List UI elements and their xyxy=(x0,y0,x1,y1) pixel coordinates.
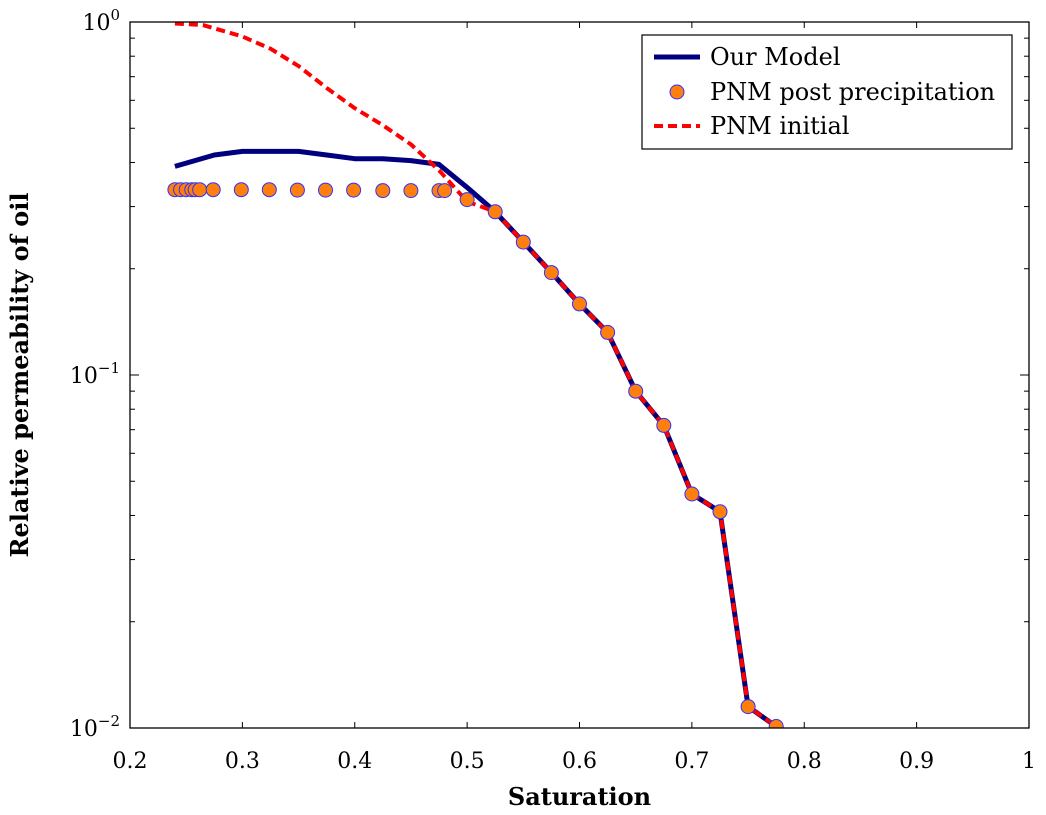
data-point-pnm-post-precipitation xyxy=(487,204,503,220)
data-point-pnm-post-precipitation xyxy=(768,719,784,728)
legend-label-pnm-post: PNM post precipitation xyxy=(710,78,995,106)
x-tick-label: 0.4 xyxy=(337,749,372,774)
x-tick-label: 1 xyxy=(1022,749,1036,774)
data-point-pnm-post-precipitation xyxy=(318,182,333,198)
data-point-pnm-post-precipitation xyxy=(261,182,277,198)
y-tick-label: 100 xyxy=(82,6,120,36)
series-line-pnm-initial xyxy=(174,22,778,728)
y-tick-label: 10−1 xyxy=(70,359,120,389)
legend: Our Model PNM post precipitation PNM ini… xyxy=(641,34,1013,150)
data-point-pnm-post-precipitation xyxy=(346,182,362,198)
data-point-pnm-post-precipitation xyxy=(572,296,587,312)
data-point-pnm-post-precipitation xyxy=(656,417,672,433)
x-tick-label: 0.9 xyxy=(899,749,934,774)
data-point-pnm-post-precipitation xyxy=(289,182,305,198)
x-tick-label: 0.7 xyxy=(674,749,709,774)
legend-swatch-pnm-post xyxy=(669,84,685,100)
data-point-pnm-post-precipitation xyxy=(205,182,221,198)
legend-label-pnm-initial: PNM initial xyxy=(710,112,849,140)
x-tick-label: 0.6 xyxy=(562,749,597,774)
x-axis-title: Saturation xyxy=(508,782,651,811)
y-axis-title: Relative permeability of oil xyxy=(5,192,34,557)
x-tick-label: 0.2 xyxy=(113,749,148,774)
data-point-pnm-post-precipitation xyxy=(403,183,419,199)
ticks: 0.2 0.3 0.4 0.5 0.6 0.7 0.8 0.9 1 10−2 10−1 100 xyxy=(70,6,1036,774)
data-point-pnm-post-precipitation xyxy=(712,504,728,520)
y-tick-label: 10−2 xyxy=(70,712,120,742)
data-point-pnm-post-precipitation xyxy=(233,182,249,198)
data-point-pnm-post-precipitation xyxy=(437,183,453,199)
data-point-pnm-post-precipitation xyxy=(375,183,391,199)
data-point-pnm-post-precipitation xyxy=(600,324,616,340)
series-layer xyxy=(167,22,784,728)
data-point-pnm-post-precipitation xyxy=(515,234,531,250)
x-tick-label: 0.8 xyxy=(787,749,822,774)
legend-label-our-model: Our Model xyxy=(710,43,841,71)
data-point-pnm-post-precipitation xyxy=(628,383,644,399)
data-point-pnm-post-precipitation xyxy=(459,192,475,208)
x-tick-label: 0.3 xyxy=(225,749,260,774)
data-point-pnm-post-precipitation xyxy=(192,182,208,198)
data-point-pnm-post-precipitation xyxy=(684,486,700,502)
data-point-pnm-post-precipitation xyxy=(740,699,756,715)
legend-box xyxy=(641,34,1013,150)
series-line-our-model xyxy=(174,148,778,728)
x-tick-label: 0.5 xyxy=(450,749,485,774)
data-point-pnm-post-precipitation xyxy=(543,265,559,281)
